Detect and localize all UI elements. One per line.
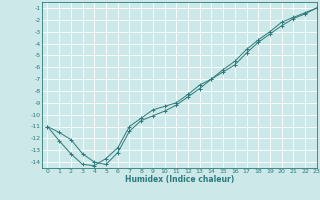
X-axis label: Humidex (Indice chaleur): Humidex (Indice chaleur) [124,175,234,184]
